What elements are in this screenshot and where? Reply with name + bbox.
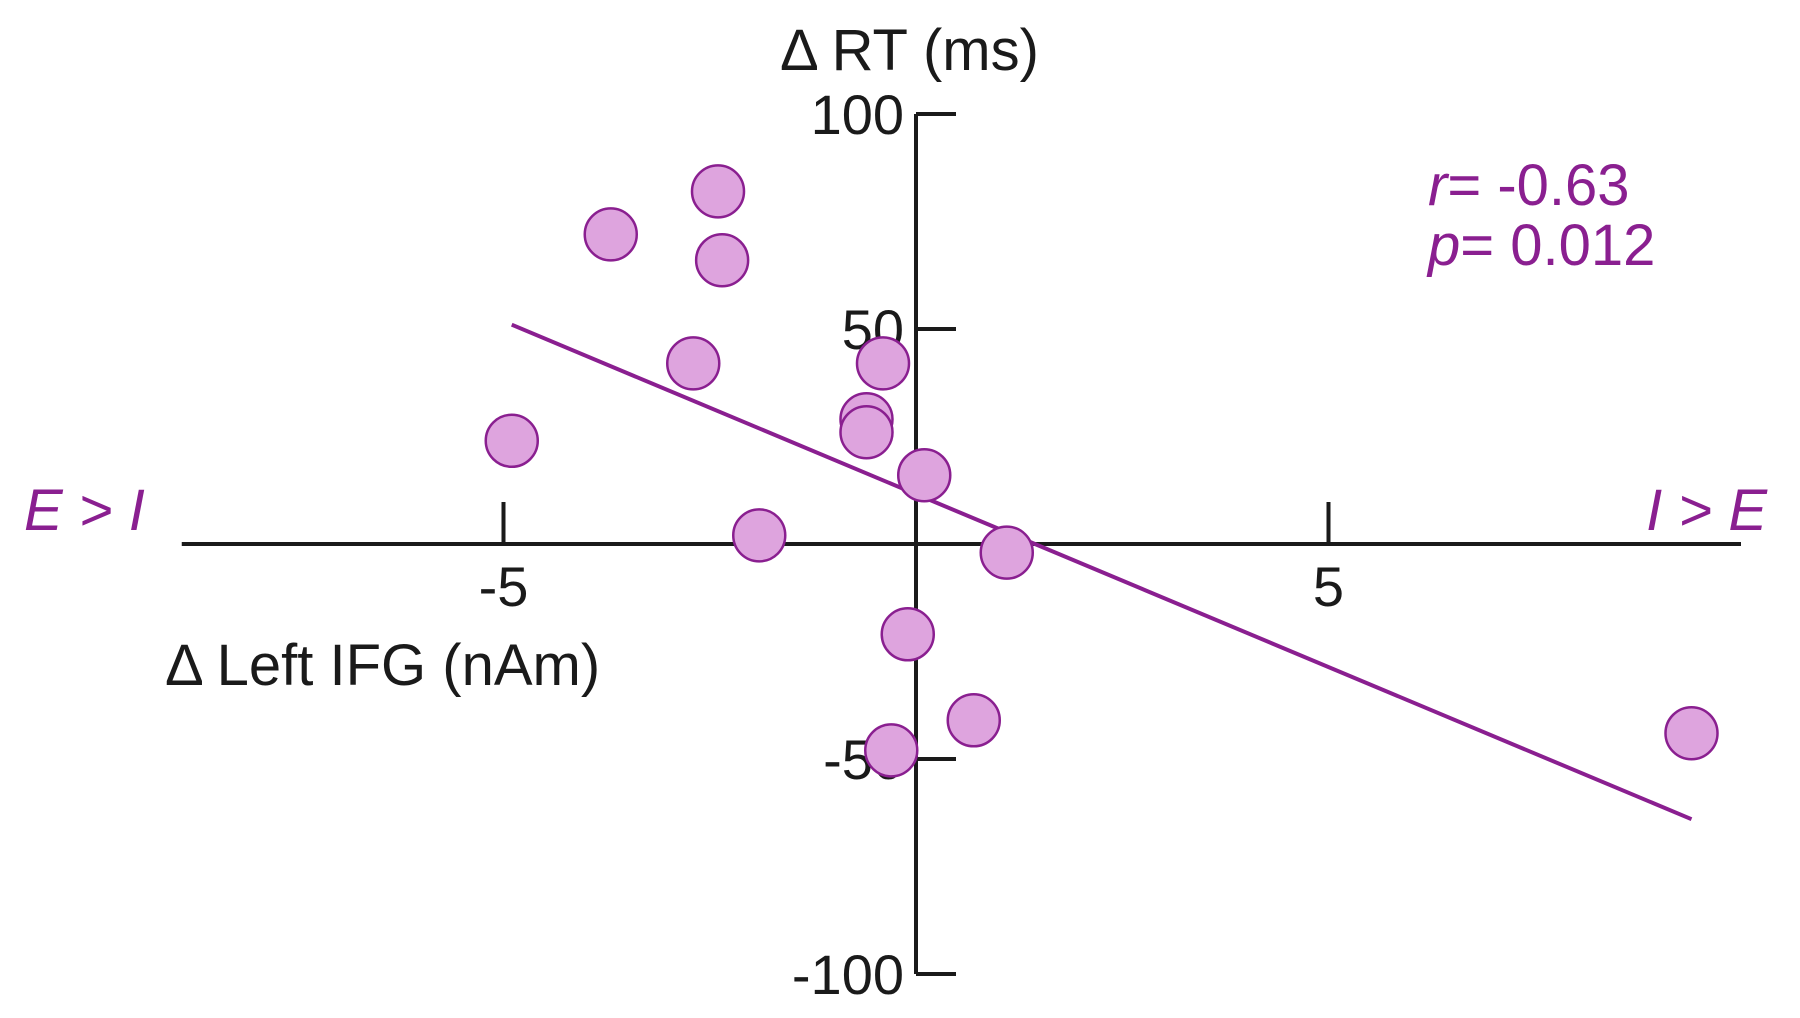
stats-p-value: = 0.012 (1460, 213, 1655, 278)
scatter-point (484, 413, 539, 469)
regression-line (510, 322, 1693, 822)
right-direction-label: I > E (1646, 478, 1768, 543)
x-tick-label: 5 (1313, 555, 1344, 618)
scatter-point (979, 525, 1034, 580)
scatter-point (694, 232, 750, 288)
regression-line-group (510, 322, 1693, 822)
y-tick-label: -100 (792, 943, 904, 1006)
scatter-point (666, 336, 721, 391)
scatter-point (839, 404, 894, 460)
axes (181, 114, 1741, 974)
scatter-point (897, 447, 952, 503)
scatter-point (1664, 705, 1719, 761)
scatter-point (583, 207, 638, 262)
scatter-point (946, 693, 1001, 748)
stats-r-value: = -0.63 (1447, 153, 1629, 218)
scatter-point (855, 336, 911, 391)
scatter-point (690, 164, 746, 219)
x-axis-title: Δ Left IFG (nAm) (165, 633, 600, 698)
x-tick-label: -5 (479, 555, 529, 618)
stats-p-symbol: p (1426, 213, 1460, 278)
scatter-point (864, 723, 919, 778)
data-points (484, 164, 1719, 778)
scatter-point (880, 607, 935, 662)
stats-r-symbol: r (1428, 153, 1450, 218)
stats-r-text: r= -0.63 (1428, 153, 1630, 218)
left-direction-label: E > I (24, 478, 145, 543)
stats-p-text: p= 0.012 (1426, 213, 1655, 278)
y-axis-title: Δ RT (ms) (780, 18, 1039, 83)
scatter-point (732, 508, 787, 563)
y-tick-label: 100 (811, 83, 904, 146)
